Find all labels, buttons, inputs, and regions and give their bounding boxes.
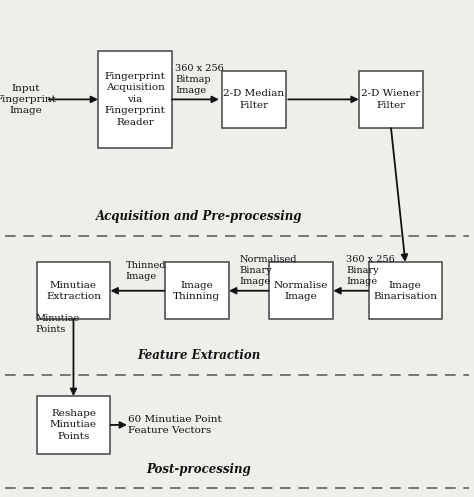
Text: 2-D Wiener
Filter: 2-D Wiener Filter [361,89,421,110]
Bar [368,262,442,320]
Text: Image
Binarisation: Image Binarisation [373,280,438,301]
Bar [36,397,110,453]
Text: Image
Thinning: Image Thinning [173,280,220,301]
Text: 360 x 256
Bitmap
Image: 360 x 256 Bitmap Image [175,64,224,95]
Text: Normalise
Image: Normalise Image [274,280,328,301]
Bar [221,71,285,128]
Text: Input
Fingerprint
Image: Input Fingerprint Image [0,84,56,115]
Bar [164,262,228,320]
Text: Minutiae
Extraction: Minutiae Extraction [46,280,101,301]
Bar [359,71,423,128]
Text: Minutiae
Points: Minutiae Points [36,314,80,334]
Text: 60 Minutiae Point
Feature Vectors: 60 Minutiae Point Feature Vectors [128,415,222,435]
Text: Feature Extraction: Feature Extraction [137,349,261,362]
Bar [36,262,110,320]
Text: Reshape
Minutiae
Points: Reshape Minutiae Points [50,409,97,441]
Bar [269,262,333,320]
Text: Acquisition and Pre-processing: Acquisition and Pre-processing [96,210,302,223]
Text: Normalised
Binary
Image: Normalised Binary Image [239,255,297,286]
Text: 360 x 256
Binary
Image: 360 x 256 Binary Image [346,255,395,286]
Bar [98,51,172,148]
Text: 2-D Median
Filter: 2-D Median Filter [223,89,284,110]
Text: Fingerprint
Acquisition
via
Fingerprint
Reader: Fingerprint Acquisition via Fingerprint … [105,72,165,127]
Text: Thinned
Image: Thinned Image [126,261,166,281]
Text: Post-processing: Post-processing [147,463,251,476]
